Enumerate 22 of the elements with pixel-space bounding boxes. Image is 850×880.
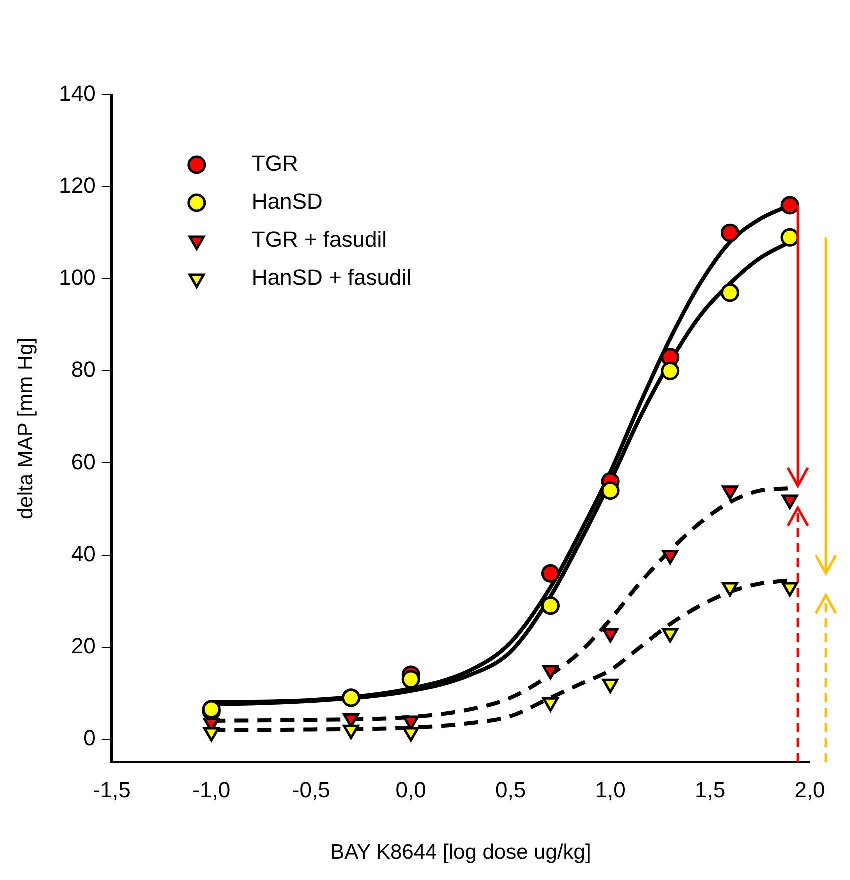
y-tick-label: 120 [59,173,96,198]
y-tick-label: 20 [71,633,96,658]
x-tick-label: 0,5 [496,778,526,803]
y-tick-label: 40 [71,541,96,566]
legend-label: TGR + fasudil [252,227,388,252]
legend-label: HanSD [252,189,323,214]
y-tick-label: 80 [71,357,96,382]
x-tick-label: -1,5 [92,778,131,803]
y-tick-label: 140 [59,81,96,106]
y-tick-label: 100 [59,265,96,290]
x-tick-label: 1,0 [595,778,626,803]
y-tick-label: 60 [71,449,96,474]
x-tick-label: -0,5 [292,778,330,803]
legend-label: TGR [252,151,298,176]
x-tick-label: 1,5 [694,778,726,803]
x-axis-title: BAY K8644 [log dose ug/kg] [330,841,592,864]
x-tick-label: 0,0 [396,778,426,803]
x-tick-label: -1,0 [192,778,231,803]
legend-label: HanSD + fasudil [252,265,412,290]
y-tick-label: 0 [84,725,96,750]
y-axis-title: delta MAP [mm Hg] [14,338,38,520]
x-tick-label: 2,0 [794,778,826,803]
